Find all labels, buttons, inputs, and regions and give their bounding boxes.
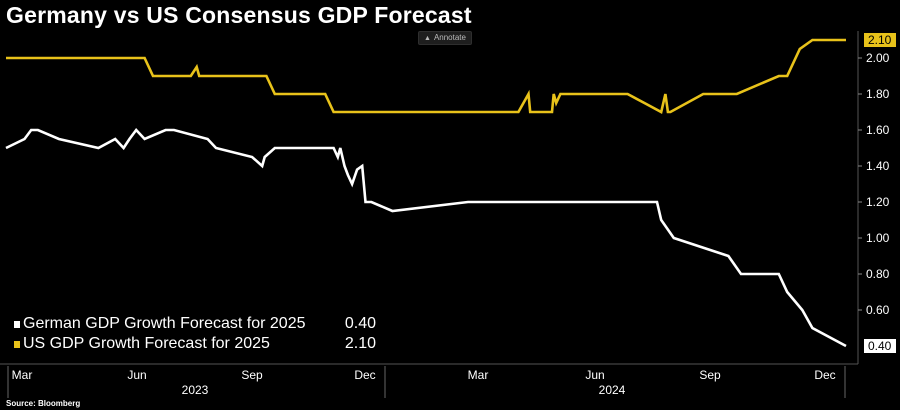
y-tick-label: 1.00 — [866, 231, 890, 245]
last-value-box-us — [864, 33, 896, 47]
series-line-german[interactable] — [5, 127, 847, 348]
y-tick-label: 1.80 — [866, 87, 890, 101]
year-label: 2023 — [182, 383, 209, 397]
legend-label-german: German GDP Growth Forecast for 2025 — [23, 315, 306, 332]
x-tick-label: Jun — [585, 368, 604, 382]
x-tick-label: Sep — [241, 368, 263, 382]
year-label: 2024 — [599, 383, 626, 397]
y-tick-label: 2.00 — [866, 51, 890, 65]
legend-value-us: 2.10 — [344, 335, 376, 352]
y-tick-label: 1.60 — [866, 123, 890, 137]
legend-value-german: 0.40 — [344, 315, 376, 332]
x-tick-label: Mar — [468, 368, 489, 382]
source-note: Source: Bloomberg — [6, 399, 81, 408]
annotate-icon: ▲ — [424, 35, 431, 42]
x-tick-label: Mar — [12, 368, 33, 382]
last-value-box-german — [864, 339, 896, 353]
y-tick-label: 1.40 — [866, 159, 890, 173]
last-value-label-us: 2.10 — [868, 33, 892, 47]
y-tick-label: 0.80 — [866, 267, 890, 281]
chart-title: Germany vs US Consensus GDP Forecast — [6, 2, 472, 28]
legend-item-us[interactable]: US GDP Growth Forecast for 2025 2.10 — [14, 334, 376, 354]
legend-swatch-us — [14, 340, 20, 348]
y-tick-label: 1.20 — [866, 195, 890, 209]
y-tick-label: 0.60 — [866, 303, 890, 317]
legend-swatch-german — [14, 320, 20, 328]
annotate-button[interactable]: ▲ Annotate — [418, 31, 472, 45]
annotate-label: Annotate — [433, 33, 466, 42]
legend: German GDP Growth Forecast for 2025 0.40… — [14, 314, 376, 354]
series-line-us[interactable] — [6, 38, 846, 114]
legend-label-us: US GDP Growth Forecast for 2025 — [23, 335, 270, 352]
x-tick-label: Jun — [127, 368, 146, 382]
x-tick-label: Dec — [354, 368, 375, 382]
last-value-label-german: 0.40 — [868, 339, 892, 353]
x-tick-label: Dec — [814, 368, 835, 382]
x-tick-label: Sep — [699, 368, 721, 382]
legend-item-german[interactable]: German GDP Growth Forecast for 2025 0.40 — [14, 314, 376, 334]
